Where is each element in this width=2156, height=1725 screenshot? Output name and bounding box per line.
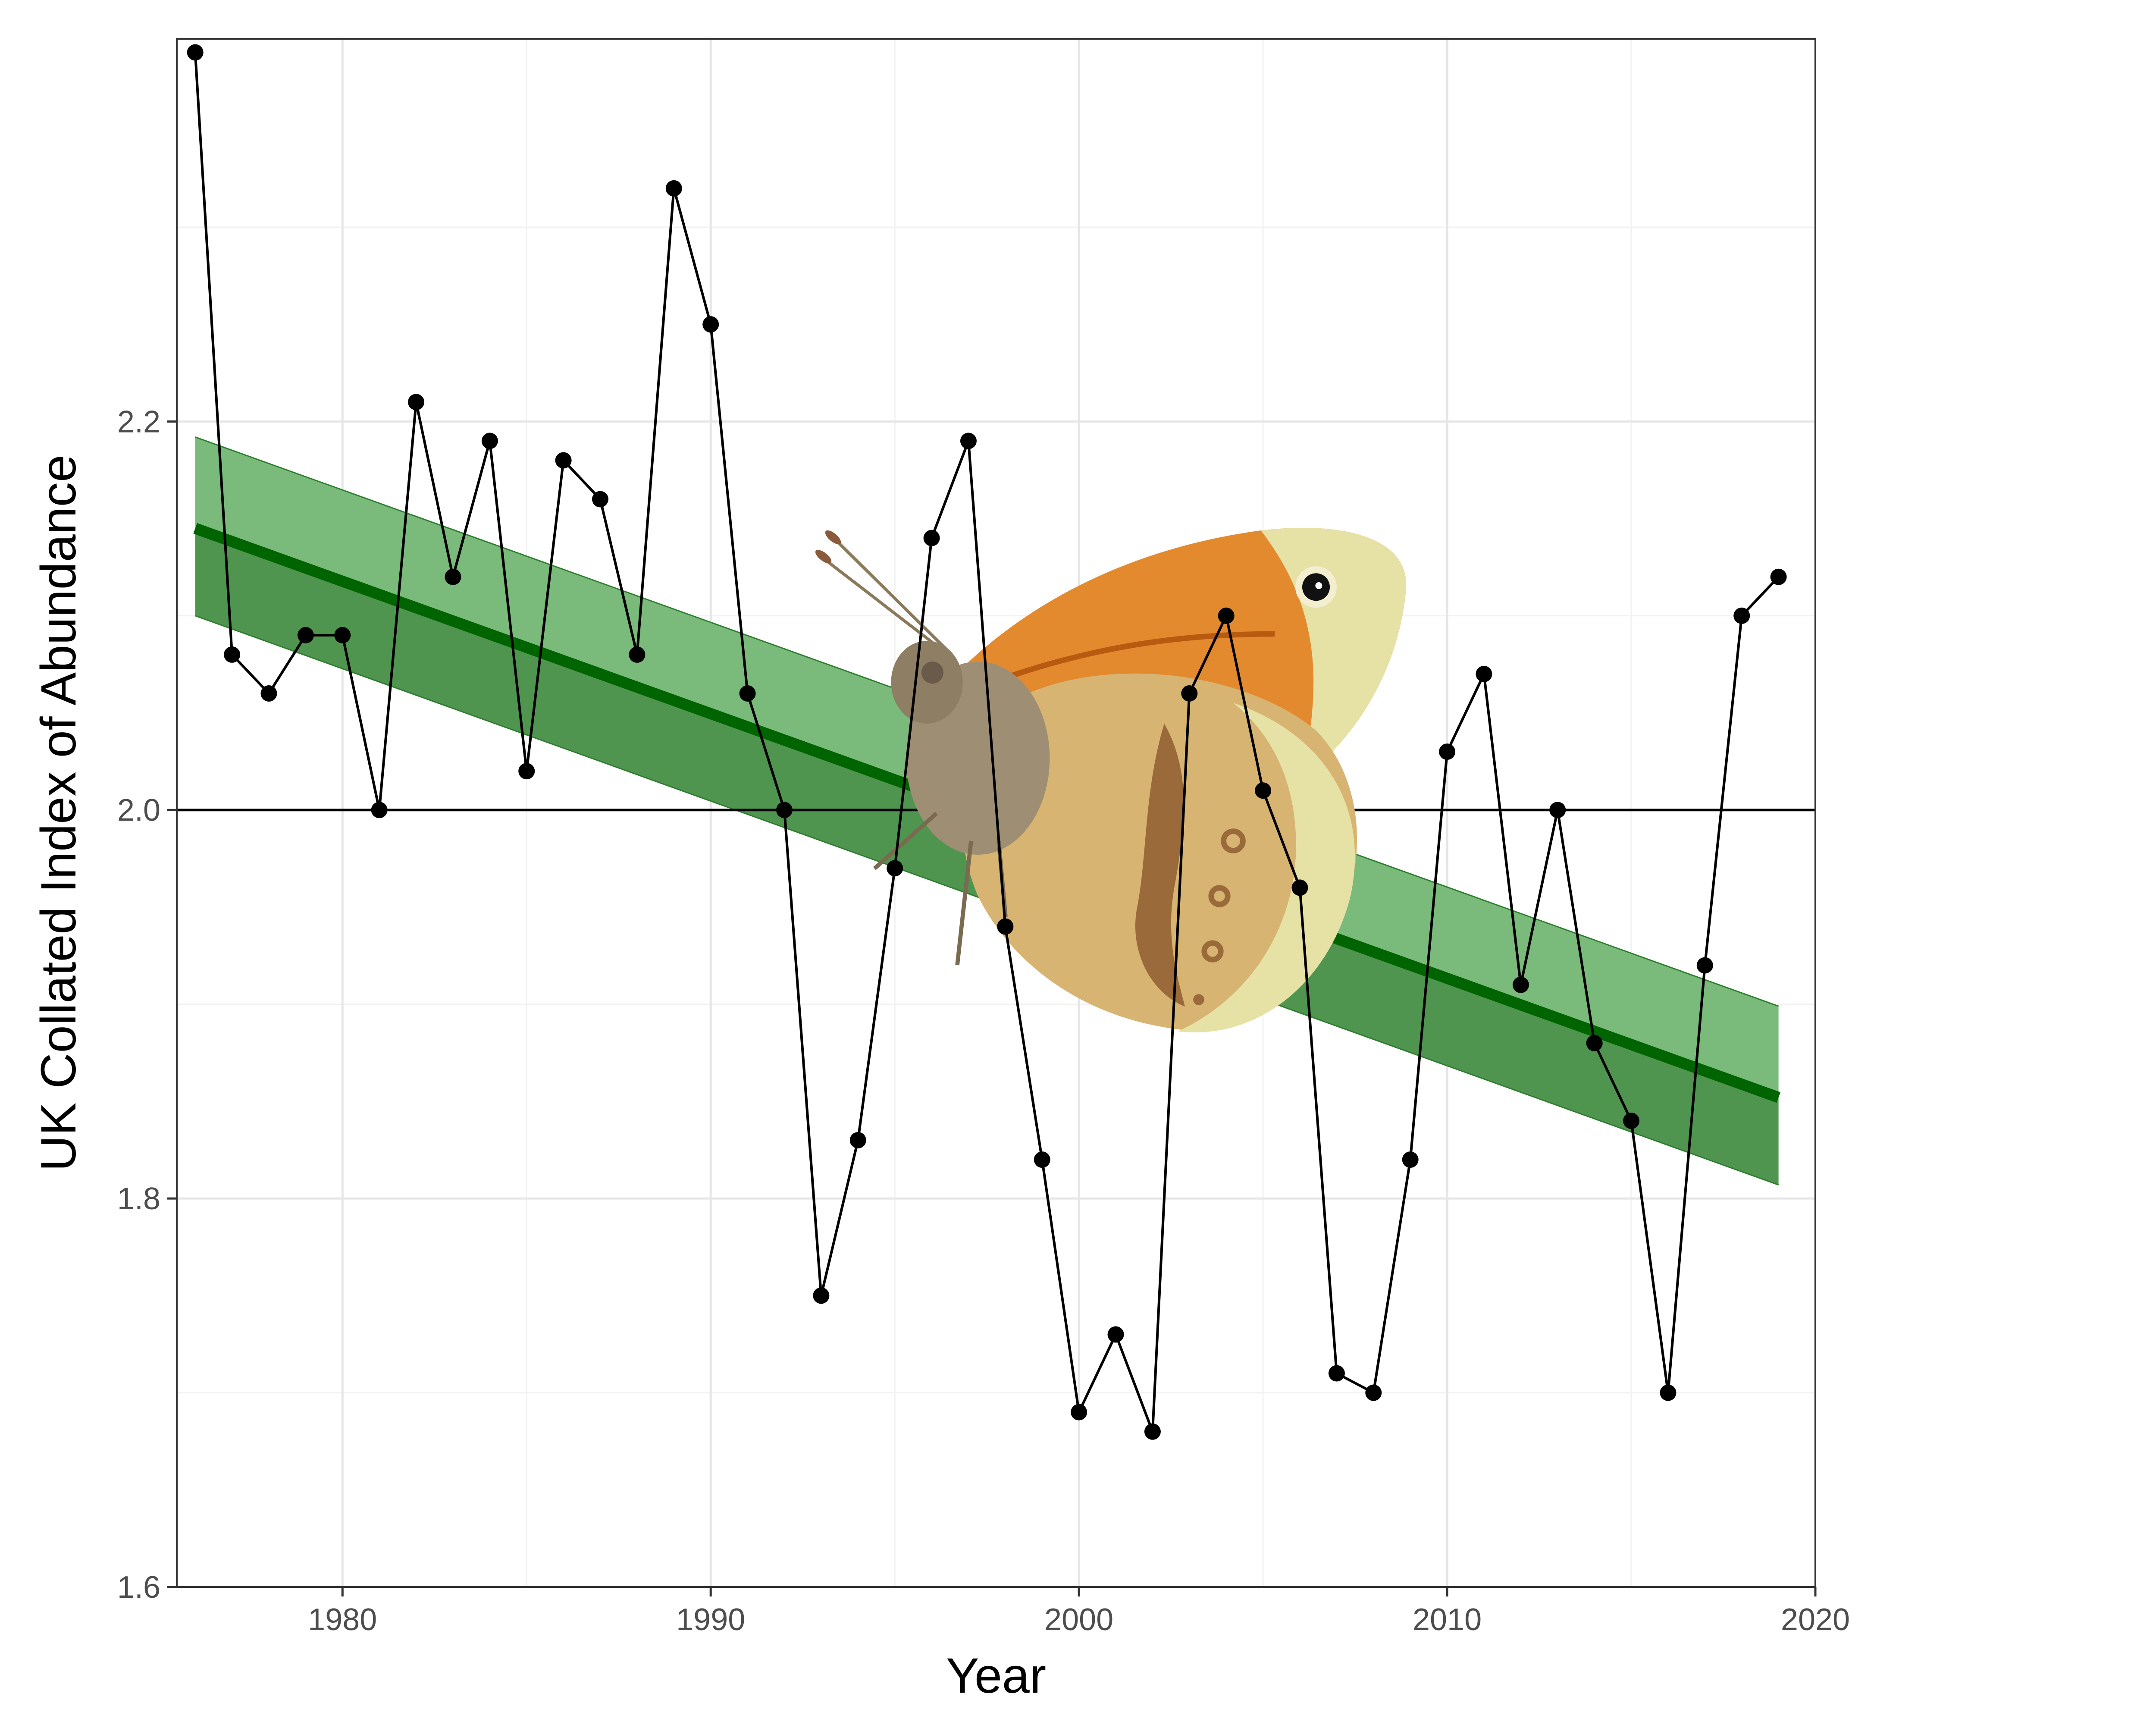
- butterfly-hindwing-spot: [1193, 994, 1204, 1005]
- data-point: [629, 646, 646, 663]
- abundance-series: [187, 44, 1787, 1440]
- data-point: [1623, 1112, 1640, 1129]
- butterfly-hindwing-band: [1135, 724, 1185, 1007]
- data-point: [518, 763, 535, 780]
- data-point: [1586, 1035, 1603, 1051]
- butterfly-hindwing-spot: [1221, 828, 1246, 853]
- data-point: [1402, 1151, 1419, 1168]
- data-point: [1218, 607, 1235, 624]
- data-point: [1439, 743, 1456, 760]
- butterfly-leg: [873, 812, 938, 870]
- butterfly-eyespot-highlight: [1315, 582, 1322, 589]
- axes: 1980 1990 2000 2010 2020 1.6 1.8 2.0 2.2: [117, 405, 1850, 1637]
- y-tick-label: 1.8: [117, 1182, 160, 1216]
- data-point: [1365, 1384, 1382, 1401]
- x-axis-title: Year: [946, 1648, 1046, 1703]
- butterfly-head: [891, 641, 963, 724]
- data-point: [849, 1132, 866, 1148]
- data-point: [997, 918, 1014, 935]
- butterfly-hindwing-margin: [1178, 703, 1355, 1032]
- data-point: [1476, 665, 1492, 682]
- data-point: [1733, 607, 1750, 624]
- plot-border: [176, 38, 1816, 1588]
- x-tick-label: 2000: [1044, 1603, 1113, 1637]
- data-point: [1770, 568, 1787, 585]
- butterfly-hindwing-spot: [1208, 885, 1231, 907]
- series-line: [194, 52, 1780, 1433]
- x-tick-label: 2020: [1781, 1603, 1850, 1637]
- butterfly-antenna: [834, 539, 953, 656]
- data-point: [334, 627, 351, 643]
- data-point: [371, 802, 388, 819]
- butterfly-leg: [955, 841, 973, 966]
- butterfly-hindwing-spot: [1201, 940, 1224, 963]
- data-point: [592, 491, 609, 508]
- data-point: [813, 1287, 830, 1304]
- butterfly-forewing-vein: [1011, 631, 1275, 678]
- data-point: [1328, 1365, 1345, 1382]
- data-point: [702, 316, 719, 333]
- data-point: [665, 180, 682, 197]
- data-point: [260, 685, 277, 702]
- data-point: [1512, 976, 1529, 993]
- data-point: [1291, 879, 1308, 896]
- data-point: [1696, 957, 1713, 974]
- data-point: [1660, 1384, 1677, 1401]
- data-point: [1144, 1423, 1161, 1440]
- x-tick-label: 1980: [308, 1603, 377, 1637]
- data-point: [887, 860, 903, 877]
- data-point: [1107, 1326, 1124, 1343]
- butterfly-antenna-club: [815, 550, 832, 564]
- data-point: [739, 685, 756, 702]
- data-point: [408, 394, 425, 411]
- x-tick-label: 1990: [676, 1603, 745, 1637]
- data-point: [776, 802, 793, 819]
- data-point: [1071, 1404, 1087, 1421]
- butterfly-eye: [921, 662, 943, 684]
- data-point: [555, 452, 572, 469]
- y-axis-title: UK Collated Index of Abundance: [31, 455, 86, 1171]
- data-point: [1549, 802, 1566, 819]
- data-point: [224, 646, 241, 663]
- x-tick-label: 2010: [1413, 1603, 1482, 1637]
- y-tick-label: 2.0: [117, 793, 160, 828]
- data-point: [297, 627, 314, 643]
- data-point: [445, 568, 461, 585]
- data-point: [923, 530, 940, 546]
- y-tick-label: 2.2: [117, 405, 160, 439]
- data-point: [960, 433, 977, 449]
- butterfly-antenna-club: [825, 530, 841, 545]
- data-point: [1034, 1151, 1050, 1168]
- y-tick-label: 1.6: [117, 1570, 160, 1605]
- data-point: [1255, 782, 1272, 799]
- data-point: [187, 44, 204, 61]
- data-point: [1181, 685, 1198, 702]
- data-point: [481, 433, 498, 449]
